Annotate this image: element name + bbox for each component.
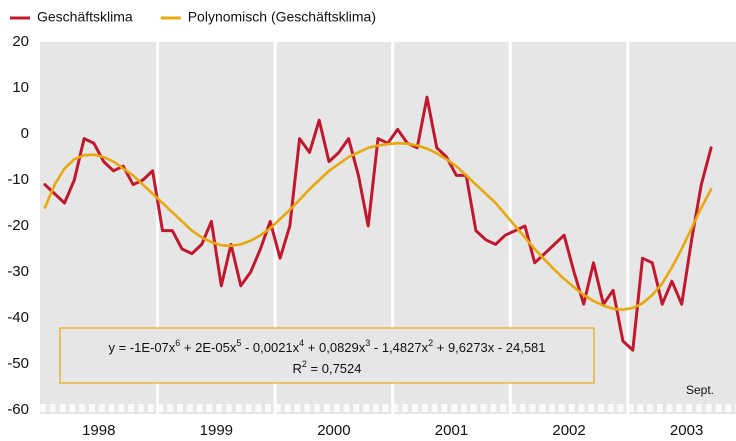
equation-box [59,327,595,384]
y-tick-label: -30 [7,263,29,280]
text-part: + 0,0829x [304,340,366,355]
superscript: 2 [302,359,307,369]
series-line [43,95,713,352]
y-tick-label: -10 [7,171,29,188]
text-part: = 0,7524 [307,361,362,376]
text-part: + 9,6273x - 24,581 [433,340,545,355]
y-tick-label: 10 [12,79,29,96]
x-tick-label: 2002 [552,422,585,439]
y-tick-label: 0 [21,125,29,142]
equation: y = -1E-07x6 + 2E-05x5 - 0,0021x4 + 0,08… [108,338,545,355]
text-part: - 0,0021x [241,340,299,355]
y-tick-label: 20 [12,33,29,50]
superscript: 5 [236,338,241,348]
y-tick-label: -60 [7,401,29,418]
series-line [43,141,713,312]
x-tick-label: 1999 [200,422,233,439]
r-squared: R2 = 0,7524 [293,359,362,376]
superscript: 2 [428,338,433,348]
text-part: + 2E-05x [180,340,237,355]
legend-label: Polynomisch (Geschäftsklima) [188,9,376,25]
y-tick-label: -50 [7,355,29,372]
x-tick-label: 2001 [435,422,468,439]
x-tick-label: 2000 [317,422,350,439]
text-part: - 1,4827x [370,340,428,355]
text-part: R [293,361,302,376]
annotation: Sept. [686,383,714,397]
month-ticks [40,404,736,412]
superscript: 6 [175,338,180,348]
text-part: y = -1E-07x [108,340,175,355]
superscript: 4 [299,338,304,348]
x-tick-label: 1998 [82,422,115,439]
x-tick-label: 2003 [670,422,703,439]
y-tick-label: -20 [7,217,29,234]
y-tick-label: -40 [7,309,29,326]
legend-label: Geschäftsklima [37,9,133,25]
superscript: 3 [365,338,370,348]
